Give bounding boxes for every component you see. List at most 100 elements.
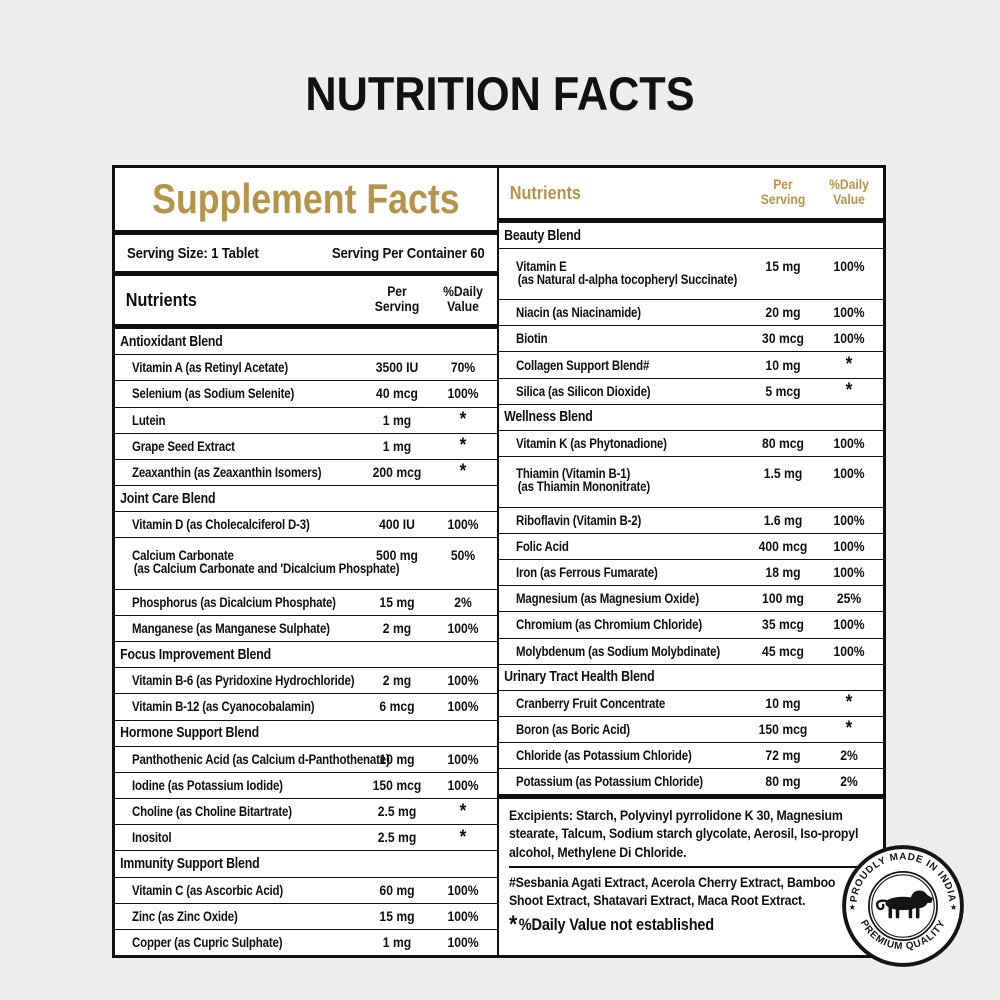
nutrient-name: Choline (as Choline Bitartrate)	[132, 804, 292, 820]
thick-divider	[499, 794, 883, 799]
badge-inner-ring-2	[871, 874, 935, 938]
nutrient-name: Vitamin E	[516, 258, 567, 274]
nutrients-column-header: Nutrients	[125, 289, 197, 310]
nutrient-table-left: Antioxidant Blend Vitamin A (as Retinyl …	[115, 329, 497, 955]
nutrient-name: Potassium (as Potassium Chloride)	[516, 774, 703, 790]
table-row: Chromium (as Chromium Chloride) 35 mcg 1…	[499, 611, 883, 637]
table-row: Zeaxanthin (as Zeaxanthin Isomers) 200 m…	[115, 458, 497, 485]
nutrient-name: Boron (as Boric Acid)	[516, 721, 630, 737]
table-row: Cranberry Fruit Concentrate 10 mg *	[499, 689, 883, 716]
column-header-row: Nutrients Per Serving %Daily Value	[115, 276, 497, 324]
nutrient-amount: 20 mg	[765, 305, 801, 321]
nutrient-amount: 1.5 mg	[763, 466, 803, 482]
table-row: Urinary Tract Health Blend	[499, 663, 883, 690]
nutrient-name: Vitamin C (as Ascorbic Acid)	[132, 882, 284, 898]
nutrient-daily-value: 2%	[454, 594, 472, 610]
nutrient-daily-value: 50%	[450, 548, 476, 564]
nutrient-daily-value: *	[459, 435, 467, 457]
nutrient-daily-value: 2%	[840, 774, 858, 790]
nutrient-amount: 150 mcg	[372, 777, 422, 793]
nutrient-name-continued: (as Thiamin Mononitrate)	[517, 479, 651, 495]
nutrient-name: Panthothenic Acid (as Calcium d-Panthoth…	[132, 751, 390, 767]
table-row: Iron (as Ferrous Fumarate) 18 mg 100%	[499, 559, 883, 585]
nutrients-column-header: Nutrients	[509, 182, 581, 203]
nutrient-name: Folic Acid	[516, 539, 569, 555]
nutrient-name: Magnesium (as Magnesium Oxide)	[516, 591, 700, 607]
nutrient-daily-value: 100%	[833, 513, 865, 529]
nutrient-daily-value: *	[845, 354, 853, 376]
per-serving-column-header: Per Serving	[760, 177, 806, 207]
nutrient-amount: 80 mcg	[762, 435, 804, 451]
star-icon: ★	[950, 902, 957, 912]
nutrient-amount: 15 mg	[765, 258, 801, 274]
nutrient-daily-value: *	[845, 380, 853, 402]
nutrient-amount: 400 mcg	[758, 539, 808, 555]
servings-per-container: Serving Per Container 60	[332, 244, 485, 262]
table-row: Phosphorus (as Dicalcium Phosphate) 15 m…	[115, 588, 497, 615]
table-row: Collagen Support Blend# 10 mg *	[499, 351, 883, 377]
nutrient-amount: 35 mcg	[762, 617, 804, 633]
nutrient-amount: 1 mg	[382, 935, 412, 951]
nutrient-name: Focus Improvement Blend	[120, 646, 271, 663]
nutrient-name: Copper (as Cupric Sulphate)	[132, 935, 283, 951]
nutrient-amount: 2.5 mg	[377, 804, 417, 820]
nutrient-daily-value: 25%	[836, 591, 862, 607]
table-row: Vitamin D (as Cholecalciferol D-3) 400 I…	[115, 511, 497, 537]
nutrient-daily-value: 2%	[840, 747, 858, 763]
table-row: Iodine (as Potassium Iodide) 150 mcg 100…	[115, 771, 497, 798]
table-row: Manganese (as Manganese Sulphate) 2 mg 1…	[115, 614, 497, 641]
table-row: Silica (as Silicon Dioxide) 5 mcg *	[499, 377, 883, 404]
nutrient-daily-value: 70%	[450, 360, 476, 376]
table-row: Niacin (as Niacinamide) 20 mg 100%	[499, 299, 883, 325]
table-row: Thiamin (Vitamin B-1) 1.5 mg 100% (as Th…	[499, 455, 883, 507]
table-row: Magnesium (as Magnesium Oxide) 100 mg 25…	[499, 585, 883, 611]
nutrient-amount: 200 mcg	[372, 464, 422, 480]
badge-seal: PROUDLY MADE IN INDIA PREMIUM QUALITY ★ …	[842, 845, 964, 967]
nutrient-name: Thiamin (Vitamin B-1)	[516, 466, 631, 482]
nutrient-daily-value: 100%	[447, 386, 479, 402]
nutrient-daily-value: 100%	[833, 466, 865, 482]
nutrient-daily-value: 100%	[447, 673, 479, 689]
nutrient-name: Silica (as Silicon Dioxide)	[516, 383, 651, 399]
nutrient-name-continued: (as Natural d-alpha tocopheryl Succinate…	[517, 271, 738, 287]
nutrient-daily-value: 100%	[447, 699, 479, 715]
table-row: Vitamin A (as Retinyl Acetate) 3500 IU 7…	[115, 354, 497, 380]
nutrient-name: Zeaxanthin (as Zeaxanthin Isomers)	[132, 464, 322, 480]
nutrient-name: Iron (as Ferrous Fumarate)	[516, 565, 658, 581]
nutrient-name: Immunity Support Blend	[120, 856, 260, 872]
table-row: Potassium (as Potassium Chloride) 80 mg …	[499, 767, 883, 794]
nutrient-name: Selenium (as Sodium Selenite)	[132, 386, 295, 402]
nutrient-amount: 60 mg	[379, 882, 415, 898]
nutrient-amount: 80 mg	[765, 774, 801, 790]
nutrient-name: Biotin	[516, 331, 548, 347]
daily-value-note: * %Daily Value not established	[509, 913, 831, 937]
nutrient-amount: 5 mcg	[765, 383, 801, 399]
nutrient-name: Urinary Tract Health Blend	[504, 669, 655, 686]
nutrient-name: Hormone Support Blend	[120, 725, 259, 742]
nutrient-daily-value: 100%	[447, 777, 479, 793]
table-row: Selenium (as Sodium Selenite) 40 mcg 100…	[115, 380, 497, 406]
table-row: Hormone Support Blend	[115, 719, 497, 746]
nutrient-name: Collagen Support Blend#	[516, 357, 650, 373]
lion-icon	[875, 890, 933, 919]
serving-info-row: Serving Size: 1 Tablet Serving Per Conta…	[115, 235, 497, 271]
thick-divider	[115, 271, 497, 276]
nutrient-name: Chromium (as Chromium Chloride)	[516, 617, 702, 633]
nutrient-daily-value: 100%	[833, 565, 865, 581]
table-row: Vitamin C (as Ascorbic Acid) 60 mg 100%	[115, 876, 497, 903]
table-row: Antioxidant Blend	[115, 329, 497, 354]
nutrient-name: Iodine (as Potassium Iodide)	[132, 777, 283, 793]
table-row: Grape Seed Extract 1 mg *	[115, 432, 497, 459]
nutrient-daily-value: 100%	[447, 517, 479, 533]
divider-line	[509, 866, 875, 868]
table-row: Zinc (as Zinc Oxide) 15 mg 100%	[115, 902, 497, 929]
table-row: Wellness Blend	[499, 403, 883, 430]
nutrient-name: Manganese (as Manganese Sulphate)	[132, 620, 330, 636]
nutrient-daily-value: *	[459, 800, 467, 822]
nutrient-amount: 72 mg	[765, 747, 801, 763]
thick-divider	[115, 324, 497, 329]
thick-divider	[499, 218, 883, 223]
table-row: Chloride (as Potassium Chloride) 72 mg 2…	[499, 741, 883, 768]
nutrient-name: Cranberry Fruit Concentrate	[516, 695, 666, 711]
nutrient-name: Antioxidant Blend	[120, 333, 223, 350]
